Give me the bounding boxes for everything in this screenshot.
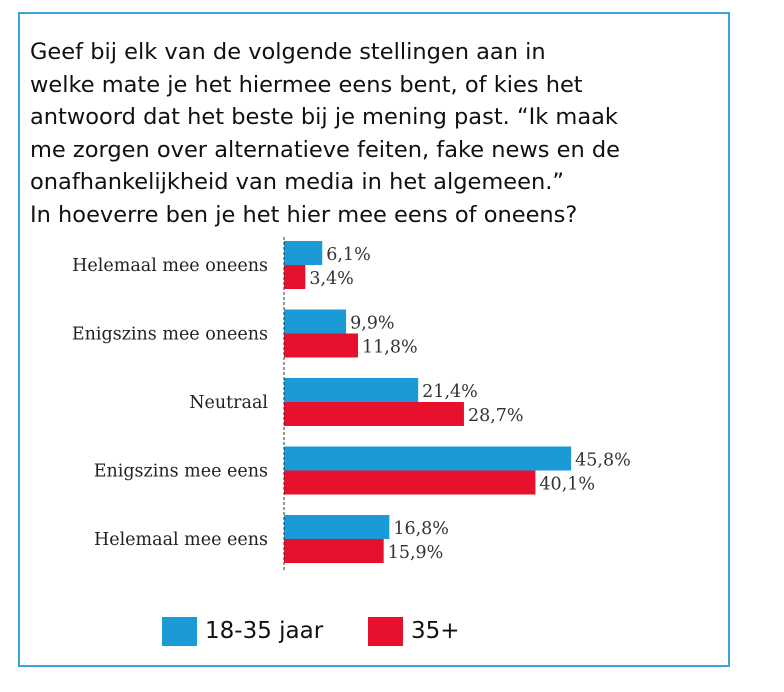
- category-label: Helemaal mee eens: [94, 530, 268, 550]
- data-label: 3,4%: [309, 269, 353, 289]
- category-label: Enigszins mee oneens: [72, 325, 268, 345]
- data-label: 15,9%: [388, 543, 444, 563]
- bar-35plus: [284, 402, 464, 426]
- legend-swatch-35plus: [368, 616, 403, 646]
- bar-18-35: [284, 309, 347, 334]
- data-label: 9,9%: [350, 314, 394, 334]
- data-label: 45,8%: [575, 451, 631, 471]
- data-label: 11,8%: [362, 338, 418, 358]
- data-label: 16,8%: [393, 519, 449, 539]
- bar-35plus: [284, 539, 384, 563]
- data-label: 28,7%: [468, 406, 524, 426]
- data-label: 40,1%: [539, 475, 595, 495]
- bar-18-35: [284, 446, 572, 471]
- data-label: 6,1%: [326, 245, 370, 265]
- bars: [284, 241, 572, 563]
- legend-swatch-18-35: [162, 616, 197, 646]
- legend-item-18-35: 18-35 jaar: [162, 615, 323, 647]
- legend-item-35plus: 35+: [368, 615, 460, 647]
- bar-35plus: [284, 470, 536, 495]
- category-label: Neutraal: [189, 393, 268, 413]
- question-text: Geef bij elk van de volgende stellingen …: [30, 39, 620, 228]
- data-label: 21,4%: [422, 382, 478, 402]
- legend-label-18-35: 18-35 jaar: [205, 618, 324, 644]
- bar-18-35: [284, 378, 419, 402]
- category-label: Helemaal mee oneens: [72, 256, 268, 276]
- legend-label-35plus: 35+: [411, 618, 460, 644]
- category-labels: Helemaal mee oneens Enigszins mee oneens N…: [72, 256, 269, 550]
- bar-18-35: [284, 515, 390, 539]
- category-label: Enigszins mee eens: [94, 462, 268, 482]
- bar-18-35: [284, 241, 323, 265]
- bar-35plus: [284, 333, 358, 358]
- chart-frame: [18, 12, 730, 667]
- bar-35plus: [284, 265, 306, 289]
- value-labels: 6,1% 3,4% 9,9% 11,8% 21,4% 28,7% 45,8% 40,1% 16,…: [309, 245, 630, 563]
